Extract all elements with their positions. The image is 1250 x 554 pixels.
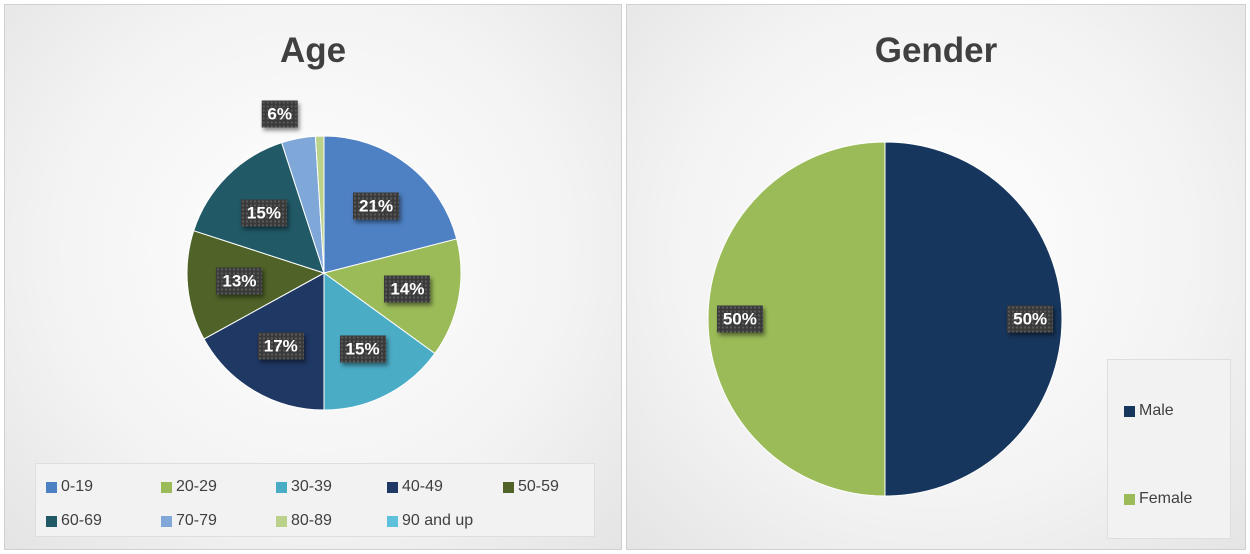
age-legend: 0-19 20-29 30-39 40-49 50-59 60-69 70-79 80-89 9…	[35, 463, 595, 537]
age-legend-label: 80-89	[291, 512, 332, 529]
age-legend-swatch	[46, 515, 57, 527]
age-legend-item-50-59: 50-59	[503, 478, 559, 496]
age-data-label-30-39: 15%	[339, 335, 386, 363]
gender-chart-panel: Gender 50% 50% Male Female	[626, 4, 1246, 550]
age-legend-swatch	[503, 481, 514, 493]
age-slice-80-89	[314, 135, 325, 274]
age-legend-label: 90 and up	[402, 512, 474, 529]
age-chart-title: Age	[279, 31, 347, 70]
age-legend-label: 30-39	[291, 478, 332, 495]
gender-legend-item-female: Female	[1124, 490, 1192, 508]
age-data-label-0-19: 21%	[353, 192, 400, 220]
age-data-label-20-29: 14%	[384, 275, 431, 303]
age-legend-label: 50-59	[518, 478, 559, 495]
age-legend-item-30-39: 30-39	[276, 478, 332, 496]
gender-legend-swatch	[1124, 405, 1135, 417]
age-legend-swatch	[161, 481, 172, 493]
age-legend-item-20-29: 20-29	[161, 478, 217, 496]
gender-slice-male	[884, 141, 1063, 497]
age-legend-item-60-69: 60-69	[46, 512, 102, 530]
gender-slice-female	[707, 141, 886, 497]
gender-legend: Male Female	[1107, 359, 1231, 539]
age-legend-label: 70-79	[176, 512, 217, 529]
gender-legend-label: Male	[1139, 402, 1174, 419]
gender-data-label-male: 50%	[1007, 305, 1054, 333]
age-legend-swatch	[276, 481, 287, 493]
age-legend-item-40-49: 40-49	[387, 478, 443, 496]
gender-legend-label: Female	[1139, 490, 1193, 507]
age-legend-swatch	[161, 515, 172, 527]
age-legend-swatch	[46, 481, 57, 493]
age-data-label-60-69: 15%	[240, 199, 287, 227]
age-legend-label: 20-29	[176, 478, 217, 495]
age-legend-item-0-19: 0-19	[46, 478, 93, 496]
age-data-label-80-89: 6%	[261, 100, 298, 128]
gender-legend-swatch	[1124, 493, 1135, 505]
age-legend-item-70-79: 70-79	[161, 512, 217, 530]
age-legend-label: 40-49	[402, 478, 443, 495]
gender-data-label-female: 50%	[716, 305, 763, 333]
age-legend-label: 0-19	[61, 478, 94, 495]
age-legend-swatch	[387, 515, 398, 527]
age-legend-item-90-and-up: 90 and up	[387, 512, 473, 530]
age-legend-label: 60-69	[61, 512, 102, 529]
age-data-label-40-49: 17%	[257, 332, 304, 360]
gender-chart-title: Gender	[874, 31, 998, 70]
age-legend-item-80-89: 80-89	[276, 512, 332, 530]
age-legend-swatch	[387, 481, 398, 493]
age-chart-panel: Age 21% 14% 15% 17% 13% 15% 6% 0-19 20-29 30-39 4…	[4, 4, 622, 550]
gender-legend-item-male: Male	[1124, 402, 1174, 420]
gender-pie-chart	[707, 141, 1063, 497]
age-data-label-50-59: 13%	[216, 267, 263, 295]
age-legend-swatch	[276, 515, 287, 527]
